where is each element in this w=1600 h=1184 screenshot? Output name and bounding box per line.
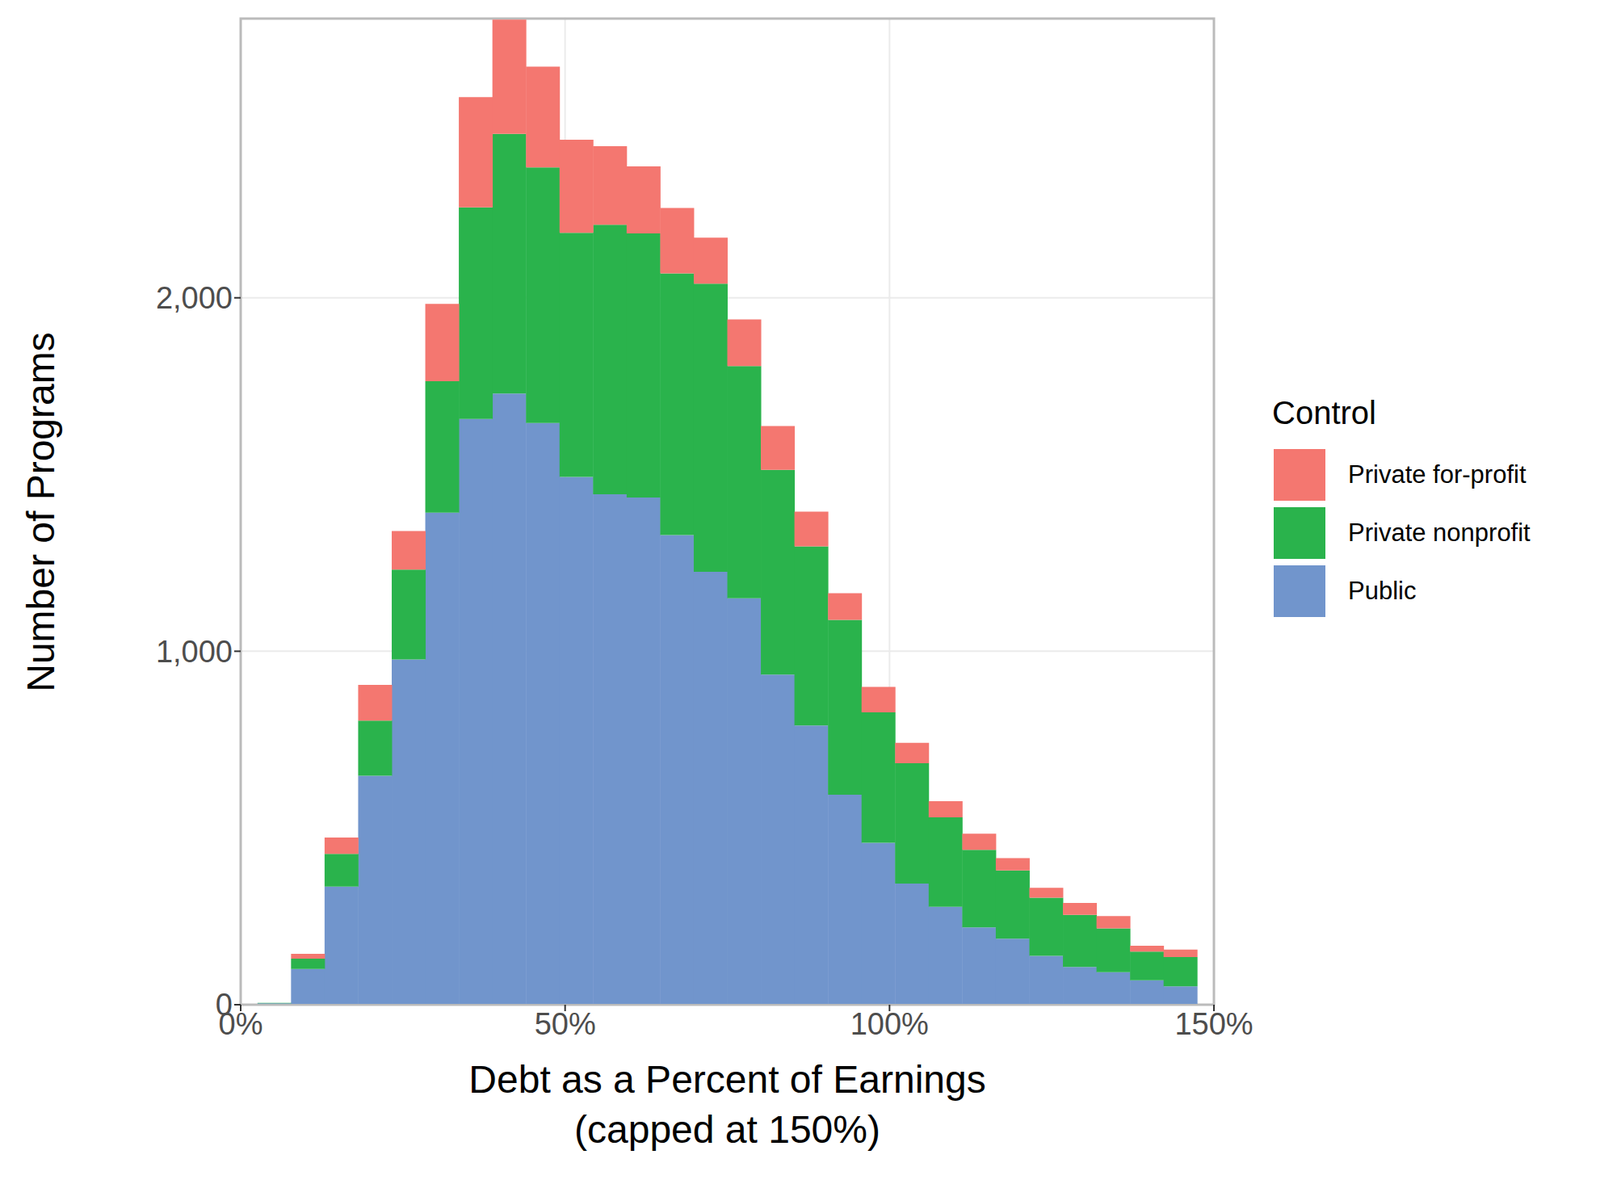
svg-text:2,000: 2,000 [155,281,233,315]
html-text:(capped at 150%): (capped at 150%) [574,1108,881,1151]
html-text:Private for-profit: Private for-profit [1348,459,1527,489]
svg-text:100%: 100% [850,1007,929,1042]
html-text:Number of Programs: Number of Programs [18,331,62,692]
html-text:Private nonprofit: Private nonprofit [1348,518,1531,547]
html-text:Debt as a Percent of Earnings: Debt as a Percent of Earnings [468,1058,986,1101]
html-text:Public: Public [1348,576,1417,605]
svg-text:0: 0 [215,987,233,1022]
svg-text:0%: 0% [218,1007,263,1042]
svg-text:150%: 150% [1174,1007,1253,1042]
svg-text:50%: 50% [534,1007,597,1042]
html-text:Control: Control [1272,394,1377,431]
svg-text:1,000: 1,000 [155,634,233,669]
